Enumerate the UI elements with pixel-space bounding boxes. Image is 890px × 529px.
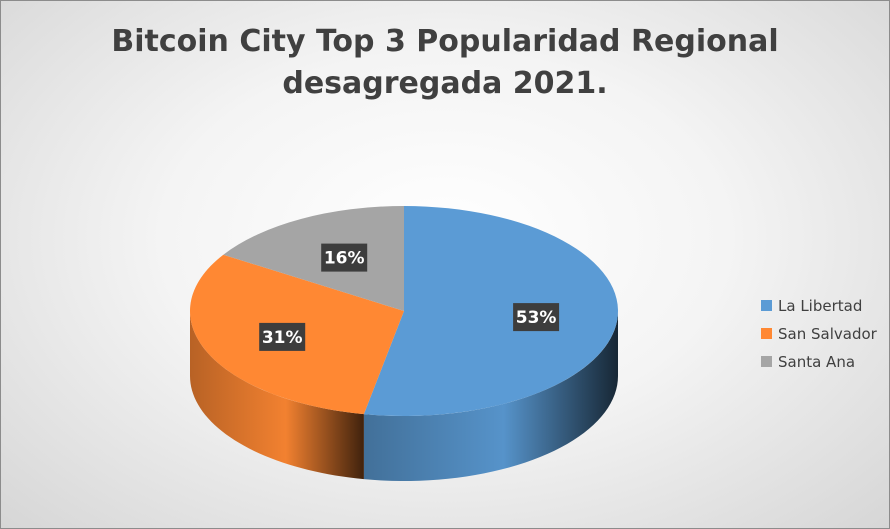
data-label-san-salvador: 31% [262,328,303,348]
legend-label-santa-ana: Santa Ana [778,353,855,371]
pie-side-la-libertad [363,311,618,481]
data-label-box [513,303,560,332]
legend-swatch-santa-ana [761,356,772,367]
chart-title-line-1: Bitcoin City Top 3 Popularidad Regional [111,24,779,59]
pie-sides [190,311,618,481]
legend-swatch-san-salvador [761,328,772,339]
data-labels: 53% 31% 16% [259,243,560,351]
pie-slice-la-libertad [363,206,619,416]
data-label-santa-ana: 16% [324,249,365,269]
legend: La Libertad San Salvador Santa Ana [761,297,878,371]
data-label-box [321,243,368,272]
data-label-la-libertad: 53% [516,308,557,328]
pie-slice-santa-ana [223,206,404,311]
data-label-box [259,322,306,351]
legend-label-san-salvador: San Salvador [778,325,878,343]
chart-title-line-2: desagregada 2021. [282,66,608,101]
legend-label-la-libertad: La Libertad [778,297,862,315]
legend-swatch-la-libertad [761,300,772,311]
pie-side-san-salvador [190,311,364,480]
chart-title: Bitcoin City Top 3 Popularidad Regional … [1,21,889,105]
